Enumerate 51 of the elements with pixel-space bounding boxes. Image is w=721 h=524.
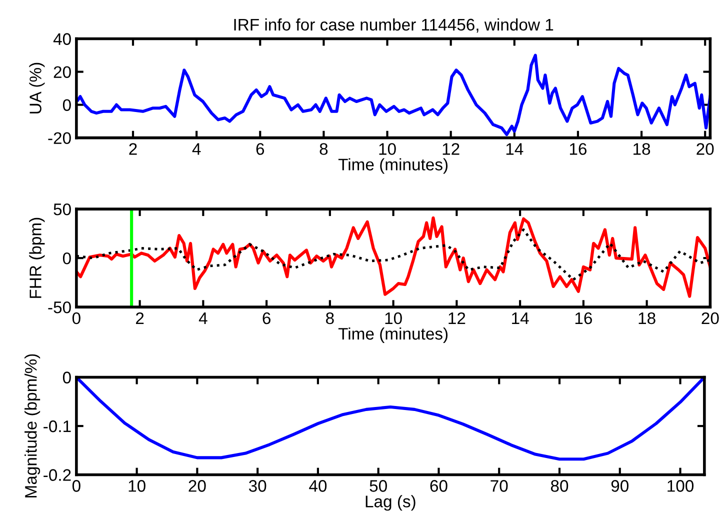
x-tick-label: 18 bbox=[638, 312, 656, 324]
x-tick-label: 90 bbox=[611, 480, 628, 492]
y-tick-label: 40 bbox=[53, 33, 71, 45]
y-tick-label: -50 bbox=[48, 301, 71, 314]
x-tick-label: 2 bbox=[136, 312, 144, 324]
x-tick-label: 100 bbox=[668, 480, 694, 492]
x-tick-label: 16 bbox=[575, 312, 592, 324]
x-axis-title: Time (minutes) bbox=[338, 158, 448, 174]
x-axis-title: Time (minutes) bbox=[338, 327, 448, 343]
y-tick-label: 0 bbox=[62, 252, 71, 264]
x-tick-label: 20 bbox=[702, 312, 719, 324]
y-tick-label: 0 bbox=[62, 372, 71, 384]
x-tick-label: 14 bbox=[512, 312, 529, 324]
chart-title: IRF info for case number 114456, window 1 bbox=[234, 18, 554, 33]
line-series bbox=[76, 54, 710, 136]
x-tick-label: 30 bbox=[248, 480, 266, 492]
y-tick-label: 50 bbox=[54, 203, 71, 216]
x-tick-label: 20 bbox=[696, 143, 714, 155]
x-tick-label: 18 bbox=[634, 143, 650, 155]
y-axis-title: UA (%) bbox=[29, 62, 45, 114]
x-tick-label: 20 bbox=[188, 480, 206, 492]
x-tick-label: 10 bbox=[379, 143, 396, 155]
y-tick-label: 0 bbox=[62, 99, 71, 112]
x-tick-label: 10 bbox=[128, 480, 146, 492]
x-tick-label: 0 bbox=[72, 312, 80, 324]
x-tick-label: 0 bbox=[72, 480, 80, 492]
x-tick-label: 12 bbox=[442, 143, 460, 155]
x-axis-title: Lag (s) bbox=[366, 495, 416, 511]
x-tick-label: 60 bbox=[430, 480, 448, 492]
x-tick-label: 80 bbox=[550, 480, 568, 492]
x-tick-label: 16 bbox=[570, 143, 587, 155]
x-tick-label: 8 bbox=[326, 312, 334, 324]
x-tick-label: 4 bbox=[192, 143, 201, 155]
x-tick-label: 2 bbox=[129, 143, 137, 155]
x-tick-label: 6 bbox=[262, 312, 270, 324]
x-tick-label: 12 bbox=[448, 312, 466, 324]
x-tick-label: 70 bbox=[490, 480, 508, 492]
x-tick-label: 14 bbox=[506, 143, 524, 155]
y-tick-label: -0.1 bbox=[44, 420, 71, 432]
x-tick-label: 10 bbox=[385, 312, 402, 324]
x-tick-label: 50 bbox=[370, 480, 387, 492]
line-series bbox=[76, 216, 710, 298]
x-tick-label: 6 bbox=[256, 143, 264, 155]
y-axis-title: Magnitude (bpm/%) bbox=[24, 354, 40, 498]
x-tick-label: 8 bbox=[320, 143, 328, 155]
y-axis-title: FHR (bpm) bbox=[29, 218, 45, 298]
x-tick-label: 40 bbox=[309, 480, 327, 492]
x-tick-label: 4 bbox=[198, 312, 208, 324]
y-tick-label: -20 bbox=[48, 132, 71, 144]
y-tick-label: 20 bbox=[54, 66, 71, 78]
y-tick-label: -0.2 bbox=[44, 469, 71, 481]
